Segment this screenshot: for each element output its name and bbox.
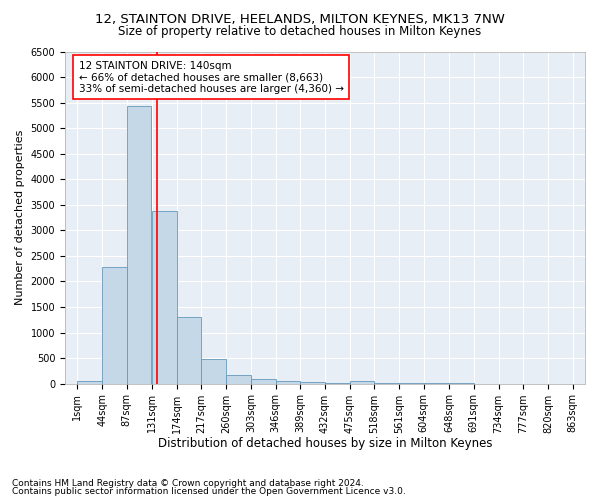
Bar	[251, 379, 275, 384]
Bar	[177, 317, 202, 384]
X-axis label: Distribution of detached houses by size in Milton Keynes: Distribution of detached houses by size …	[158, 437, 492, 450]
Bar	[77, 381, 102, 384]
Bar	[350, 381, 374, 384]
Text: Contains public sector information licensed under the Open Government Licence v3: Contains public sector information licen…	[12, 487, 406, 496]
Bar	[152, 211, 177, 384]
Bar	[301, 382, 325, 384]
Bar	[374, 383, 399, 384]
Bar	[102, 267, 127, 384]
Bar	[226, 375, 251, 384]
Bar	[325, 382, 350, 384]
Bar	[202, 359, 226, 384]
Y-axis label: Number of detached properties: Number of detached properties	[15, 130, 25, 305]
Text: Contains HM Land Registry data © Crown copyright and database right 2024.: Contains HM Land Registry data © Crown c…	[12, 478, 364, 488]
Text: 12, STAINTON DRIVE, HEELANDS, MILTON KEYNES, MK13 7NW: 12, STAINTON DRIVE, HEELANDS, MILTON KEY…	[95, 12, 505, 26]
Text: Size of property relative to detached houses in Milton Keynes: Size of property relative to detached ho…	[118, 25, 482, 38]
Text: 12 STAINTON DRIVE: 140sqm
← 66% of detached houses are smaller (8,663)
33% of se: 12 STAINTON DRIVE: 140sqm ← 66% of detac…	[79, 60, 344, 94]
Bar	[275, 380, 301, 384]
Bar	[127, 106, 151, 384]
